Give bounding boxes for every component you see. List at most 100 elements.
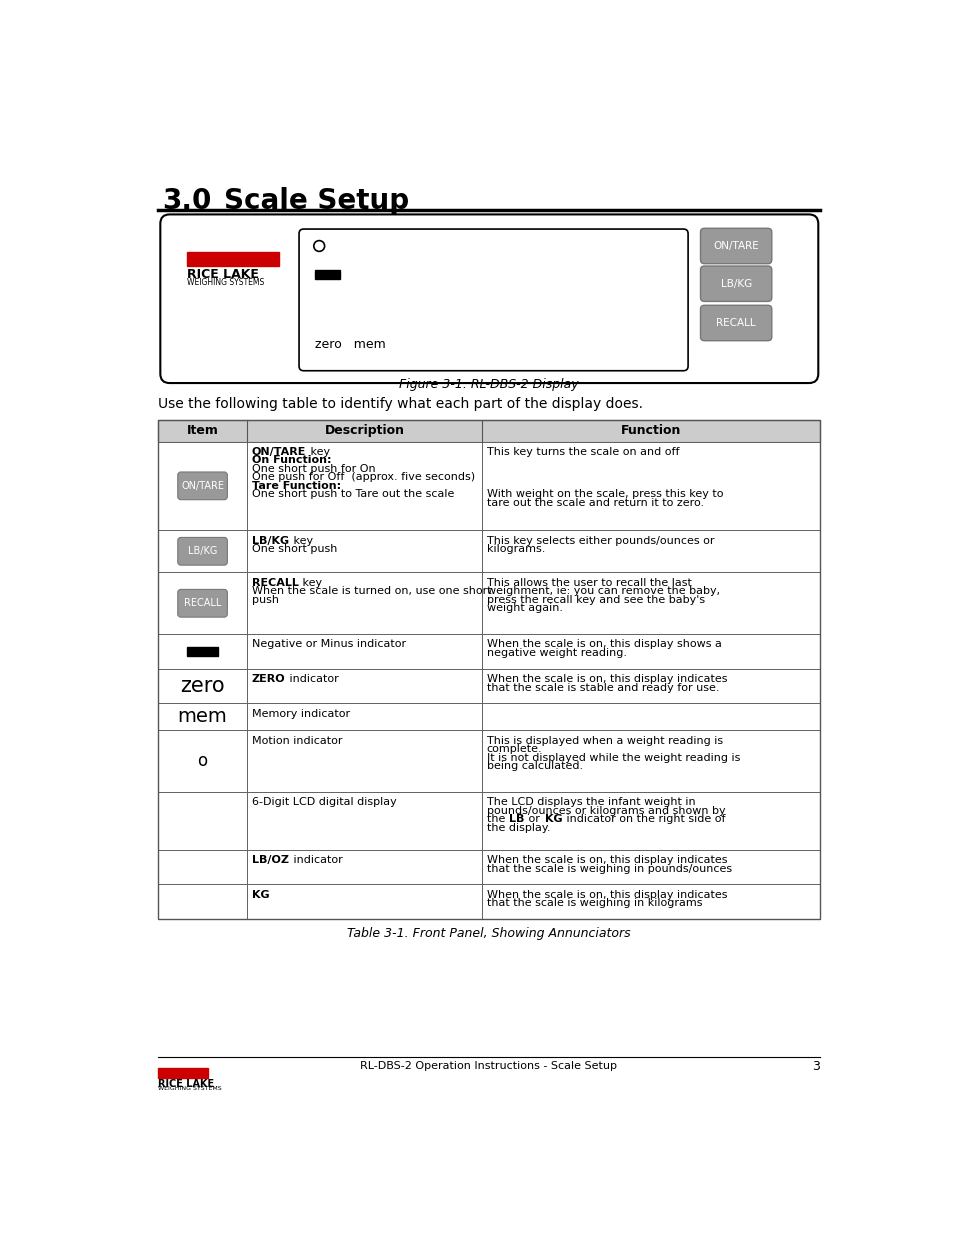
Text: When the scale is on, this display shows a: When the scale is on, this display shows… (486, 640, 720, 650)
Bar (315, 270, 340, 279)
Bar (247, 573, 481, 634)
Text: tare out the scale and return it to zero.: tare out the scale and return it to zero… (486, 498, 703, 508)
Bar (158, 884, 247, 919)
Text: Tare Function:: Tare Function: (252, 480, 340, 490)
Text: that the scale is weighing in kilograms: that the scale is weighing in kilograms (486, 898, 701, 908)
Text: zero   mem: zero mem (314, 337, 385, 351)
Text: 6-Digit LCD digital display: 6-Digit LCD digital display (252, 798, 396, 808)
Text: 3.0: 3.0 (162, 186, 211, 215)
Text: that the scale is stable and ready for use.: that the scale is stable and ready for u… (486, 683, 719, 693)
FancyBboxPatch shape (177, 589, 227, 618)
Text: One short push to Tare out the scale: One short push to Tare out the scale (252, 489, 454, 499)
Bar (481, 792, 819, 850)
Bar (481, 850, 819, 884)
Text: When the scale is on, this display indicates: When the scale is on, this display indic… (486, 855, 726, 864)
Text: When the scale is on, this display indicates: When the scale is on, this display indic… (486, 889, 726, 900)
Text: being calculated.: being calculated. (486, 761, 582, 771)
Text: weighment, ie: you can remove the baby,: weighment, ie: you can remove the baby, (486, 587, 719, 597)
Text: Memory indicator: Memory indicator (252, 709, 350, 719)
Text: weight again.: weight again. (486, 603, 562, 614)
Text: Table 3-1. Front Panel, Showing Annunciators: Table 3-1. Front Panel, Showing Annuncia… (347, 926, 630, 940)
Text: RICE LAKE: RICE LAKE (187, 268, 259, 282)
Text: indicator: indicator (286, 674, 338, 684)
Text: The LCD displays the infant weight in: The LCD displays the infant weight in (486, 798, 695, 808)
Bar (158, 704, 247, 730)
Text: complete.: complete. (486, 745, 541, 755)
Bar (158, 420, 819, 442)
Text: One short push: One short push (252, 543, 336, 555)
Text: One push for Off  (approx. five seconds): One push for Off (approx. five seconds) (252, 472, 475, 483)
Bar (247, 668, 481, 704)
Bar (247, 730, 481, 792)
Text: It is not displayed while the weight reading is: It is not displayed while the weight rea… (486, 752, 740, 763)
Text: zero: zero (180, 676, 225, 697)
Bar (158, 730, 247, 792)
Text: pounds/ounces or kilograms and shown by: pounds/ounces or kilograms and shown by (486, 805, 724, 816)
Bar (247, 530, 481, 573)
Bar (481, 668, 819, 704)
Text: RECALL: RECALL (184, 598, 221, 609)
Bar (247, 634, 481, 668)
Bar (481, 730, 819, 792)
Text: LB/KG: LB/KG (720, 279, 751, 289)
FancyBboxPatch shape (700, 228, 771, 264)
Bar (158, 1068, 208, 1078)
Text: LB/KG: LB/KG (188, 546, 217, 556)
Text: WEIGHING SYSTEMS: WEIGHING SYSTEMS (158, 1086, 221, 1091)
Bar (158, 420, 819, 919)
Text: mem: mem (177, 708, 227, 726)
Bar (158, 668, 247, 704)
Text: LB: LB (509, 814, 524, 824)
Text: that the scale is weighing in pounds/ounces: that the scale is weighing in pounds/oun… (486, 863, 731, 873)
Text: the display.: the display. (486, 823, 550, 832)
Bar (158, 530, 247, 573)
Text: This key selects either pounds/ounces or: This key selects either pounds/ounces or (486, 536, 714, 546)
Text: Function: Function (620, 425, 680, 437)
Bar (247, 884, 481, 919)
Bar (158, 573, 247, 634)
Text: LB/OZ: LB/OZ (252, 855, 289, 864)
FancyBboxPatch shape (177, 472, 227, 500)
Text: This allows the user to recall the last: This allows the user to recall the last (486, 578, 691, 588)
FancyBboxPatch shape (177, 537, 227, 566)
Text: RL-DBS-2 Operation Instructions - Scale Setup: RL-DBS-2 Operation Instructions - Scale … (360, 1061, 617, 1071)
Bar (481, 634, 819, 668)
Bar (247, 850, 481, 884)
Bar (481, 573, 819, 634)
Text: Motion indicator: Motion indicator (252, 736, 342, 746)
Text: When the scale is on, this display indicates: When the scale is on, this display indic… (486, 674, 726, 684)
Text: key: key (307, 447, 330, 457)
Text: ON/TARE: ON/TARE (713, 241, 759, 251)
Text: Figure 3-1. RL-DBS-2 Display: Figure 3-1. RL-DBS-2 Display (398, 378, 578, 390)
FancyBboxPatch shape (160, 215, 818, 383)
Bar (247, 442, 481, 530)
Bar (247, 792, 481, 850)
Bar (481, 530, 819, 573)
Text: Use the following table to identify what each part of the display does.: Use the following table to identify what… (158, 396, 642, 411)
Text: key: key (299, 578, 322, 588)
Text: negative weight reading.: negative weight reading. (486, 648, 626, 658)
Bar (158, 442, 247, 530)
FancyBboxPatch shape (700, 305, 771, 341)
Text: or: or (525, 814, 543, 824)
Text: ON/TARE: ON/TARE (252, 447, 306, 457)
Text: Scale Setup: Scale Setup (224, 186, 409, 215)
Text: This key turns the scale on and off: This key turns the scale on and off (486, 447, 679, 457)
Bar (481, 884, 819, 919)
Text: RICE LAKE: RICE LAKE (158, 1079, 213, 1089)
Text: key: key (290, 536, 313, 546)
Bar (158, 792, 247, 850)
Text: press the recall key and see the baby's: press the recall key and see the baby's (486, 595, 704, 605)
Text: RECALL: RECALL (252, 578, 298, 588)
Bar (158, 634, 247, 668)
Bar (481, 704, 819, 730)
FancyBboxPatch shape (298, 228, 687, 370)
Text: kilograms.: kilograms. (486, 543, 544, 555)
Text: the: the (486, 814, 508, 824)
Text: 3: 3 (811, 1060, 819, 1072)
Text: WEIGHING SYSTEMS: WEIGHING SYSTEMS (187, 278, 264, 287)
Text: ON/TARE: ON/TARE (181, 480, 224, 490)
Text: Item: Item (187, 425, 218, 437)
Text: Description: Description (324, 425, 404, 437)
Text: o: o (197, 752, 208, 771)
